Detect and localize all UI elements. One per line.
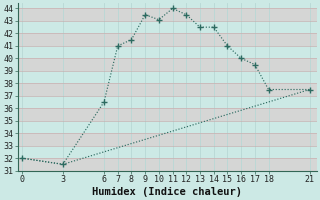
Bar (18, 33, 316, 46)
Bar (18, 58, 316, 71)
Bar (18, 158, 316, 171)
X-axis label: Humidex (Indice chaleur): Humidex (Indice chaleur) (92, 186, 242, 197)
Bar (18, 108, 316, 121)
Bar (18, 83, 316, 96)
Bar (18, 8, 316, 21)
Bar (18, 133, 316, 146)
